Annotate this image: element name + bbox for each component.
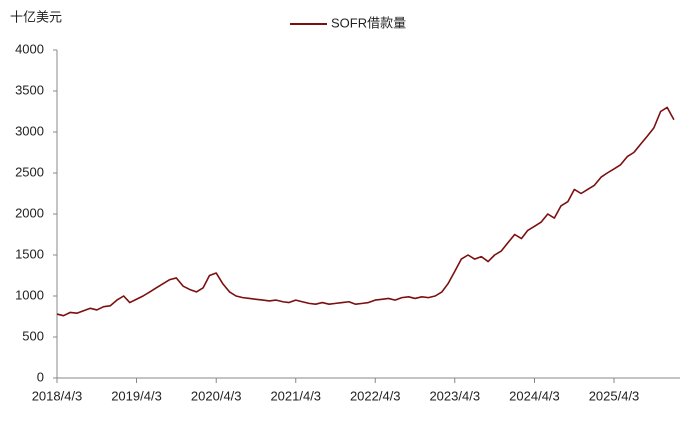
y-tick-label: 0 <box>37 369 44 384</box>
y-tick-label: 2000 <box>15 205 44 220</box>
x-tick-label: 2024/4/3 <box>509 388 560 403</box>
x-tick-label: 2022/4/3 <box>350 388 401 403</box>
x-tick-label: 2023/4/3 <box>429 388 480 403</box>
x-tick-label: 2025/4/3 <box>589 388 640 403</box>
y-tick-label: 4000 <box>15 41 44 56</box>
y-tick-label: 3500 <box>15 82 44 97</box>
y-tick-label: 3000 <box>15 123 44 138</box>
x-tick-label: 2019/4/3 <box>111 388 162 403</box>
y-tick-label: 1500 <box>15 246 44 261</box>
data-line <box>56 106 675 317</box>
y-tick-label: 2500 <box>15 164 44 179</box>
x-tick-label: 2021/4/3 <box>270 388 321 403</box>
legend-label: SOFR借款量 <box>331 15 406 30</box>
y-axis-label: 十亿美元 <box>10 9 62 24</box>
y-tick-label: 1000 <box>15 287 44 302</box>
y-tick-label: 500 <box>22 328 44 343</box>
x-tick-label: 2018/4/3 <box>32 388 83 403</box>
x-tick-label: 2020/4/3 <box>191 388 242 403</box>
